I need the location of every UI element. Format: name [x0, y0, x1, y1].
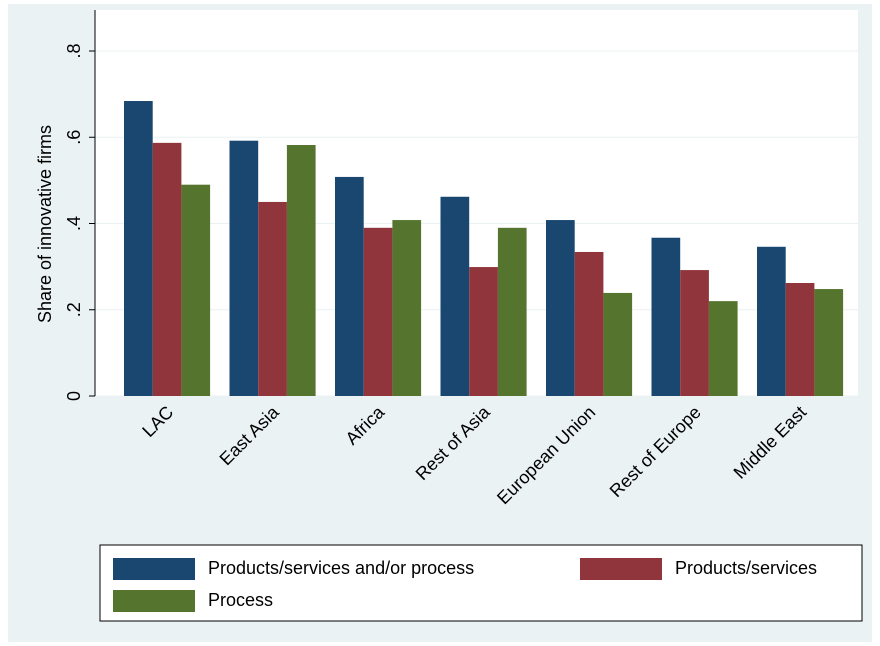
bar [335, 176, 364, 396]
bar [229, 140, 259, 396]
bar [708, 301, 738, 396]
y-tick-label: .2 [64, 302, 84, 317]
bar [363, 227, 393, 396]
bar [603, 292, 633, 396]
bar [546, 220, 575, 396]
legend-swatch [113, 558, 195, 580]
y-tick-label: .6 [64, 130, 84, 145]
bar [440, 196, 470, 396]
bar [814, 289, 844, 396]
bar [152, 142, 182, 396]
bar [392, 220, 422, 396]
legend-label: Products/services and/or process [208, 558, 474, 578]
bar [258, 201, 287, 396]
legend-label: Process [208, 590, 273, 610]
bar [497, 227, 527, 396]
y-axis-title: Share of innovative firms [35, 125, 55, 323]
y-tick-label: 0 [64, 391, 84, 401]
bar [124, 101, 153, 397]
legend-swatch [113, 590, 195, 612]
bar [469, 267, 498, 396]
y-tick-label: .8 [64, 43, 84, 58]
legend-box [99, 544, 863, 622]
bar [181, 184, 211, 396]
bar [574, 251, 604, 396]
bar [680, 270, 709, 396]
bar [757, 246, 786, 396]
bar [785, 283, 815, 396]
y-tick-label: .4 [64, 216, 84, 231]
bar [651, 237, 681, 396]
bar [286, 145, 316, 396]
legend-swatch [580, 558, 662, 580]
legend-label: Products/services [675, 558, 817, 578]
